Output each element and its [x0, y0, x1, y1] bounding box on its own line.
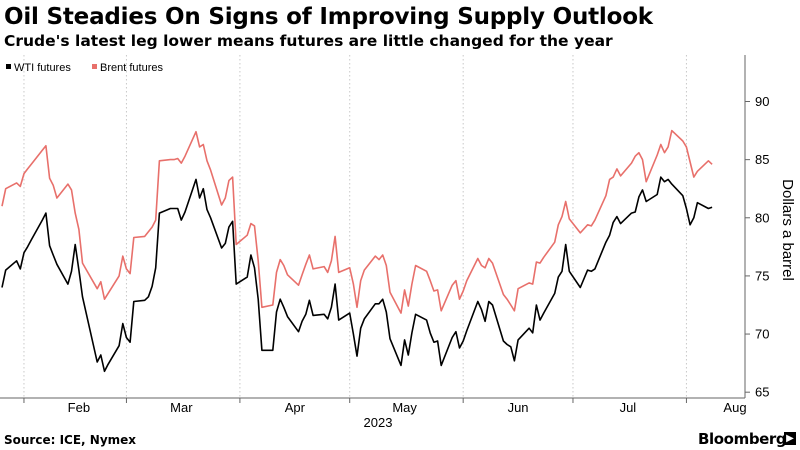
brent-futures-line	[1, 129, 713, 314]
y-axis-label: Dollars a barrel	[779, 179, 796, 281]
chart-subtitle: Crude's latest leg lower means futures a…	[4, 32, 613, 50]
wti-futures-line	[1, 176, 713, 373]
y-tick-label: 75	[755, 268, 769, 283]
legend-swatch	[6, 64, 11, 69]
series-lines	[1, 129, 713, 373]
x-tick-label: Apr	[285, 400, 306, 415]
x-tick-label: Jul	[620, 400, 637, 415]
y-tick-label: 85	[755, 152, 769, 167]
x-tick-label: Aug	[723, 400, 746, 415]
y-tick-label: 90	[755, 94, 769, 109]
legend-label: WTI futures	[14, 62, 71, 74]
vertical-gridlines	[23, 55, 687, 398]
y-tick-label: 70	[755, 327, 769, 342]
y-tick-label: 65	[755, 385, 769, 400]
legend-swatch	[92, 64, 97, 69]
bloomberg-logo: Bloomberg	[698, 430, 787, 448]
x-tick-label: May	[392, 400, 417, 415]
bloomberg-terminal-icon: ▶	[784, 432, 796, 445]
x-tick-label: Jun	[508, 400, 529, 415]
source-note: Source: ICE, Nymex	[4, 433, 137, 447]
x-axis-label: 2023	[364, 415, 393, 430]
legend: WTI futures Brent futures	[6, 62, 163, 74]
x-tick-label: Feb	[68, 400, 90, 415]
legend-label: Brent futures	[100, 62, 163, 74]
y-tick-label: 80	[755, 210, 769, 225]
x-tick-label: Mar	[170, 400, 193, 415]
axes: Feb Mar Apr May Jun Jul Aug 65 70 75 80 85 90	[0, 55, 769, 415]
chart-title: Oil Steadies On Signs of Improving Suppl…	[4, 4, 653, 30]
